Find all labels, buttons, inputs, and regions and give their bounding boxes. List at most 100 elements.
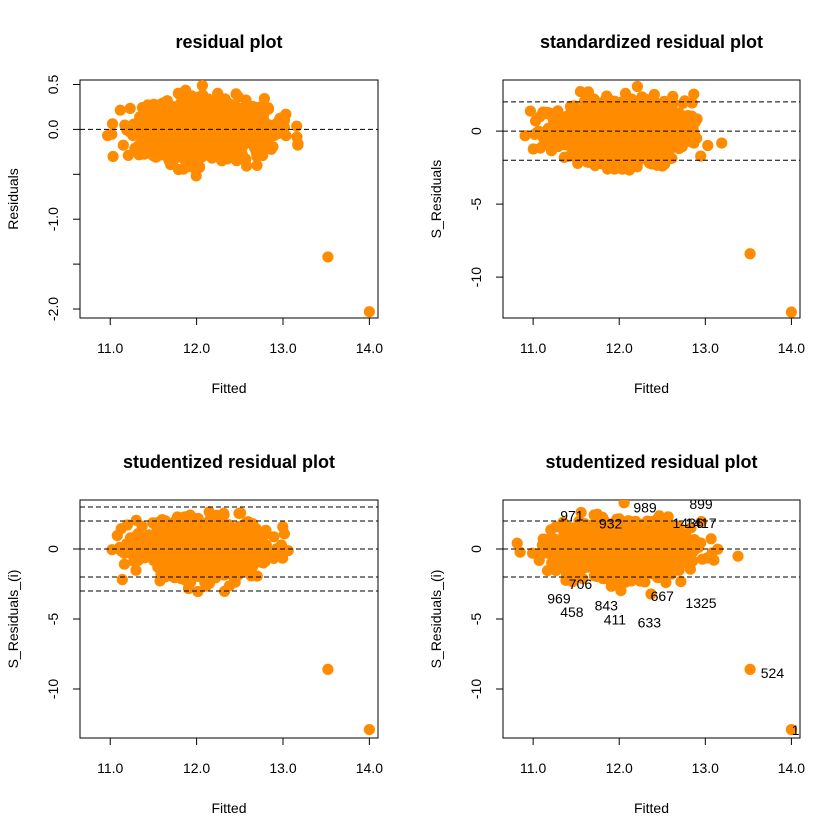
data-point (118, 558, 130, 570)
data-point (197, 523, 209, 535)
data-point (124, 102, 136, 114)
data-point (122, 149, 134, 161)
data-point (246, 128, 258, 140)
data-point (657, 144, 669, 156)
data-point (116, 574, 128, 586)
data-point (192, 139, 204, 151)
data-point (588, 93, 600, 105)
x-tick-label: 11.0 (520, 760, 546, 776)
data-point (239, 524, 251, 536)
data-point (662, 109, 674, 121)
y-tick-label: -10 (468, 679, 484, 699)
data-point (578, 95, 591, 107)
data-point (572, 157, 584, 169)
data-point (140, 540, 152, 552)
data-point (558, 139, 570, 151)
data-point (677, 97, 689, 109)
x-tick-label: 13.0 (269, 340, 296, 356)
data-point (251, 159, 263, 171)
y-tick-label: -10 (468, 267, 484, 287)
data-points (106, 506, 375, 736)
data-point (216, 557, 229, 569)
data-point (732, 550, 744, 562)
data-point (596, 158, 609, 170)
y-tick-label: 0.0 (45, 119, 61, 139)
data-point (292, 138, 304, 150)
data-point (705, 533, 717, 545)
chart-title: standardized residual plot (540, 32, 763, 52)
data-point (687, 136, 700, 149)
y-tick-label: -10 (45, 679, 61, 699)
data-point (185, 126, 197, 138)
data-point (613, 133, 625, 145)
data-point (114, 104, 126, 116)
outlier-point (744, 248, 756, 260)
data-point (652, 108, 664, 120)
y-tick-label: 0.5 (45, 75, 61, 95)
x-tick-label: 14.0 (778, 760, 805, 776)
outlier-point (322, 663, 334, 676)
x-tick-label: 13.0 (269, 760, 296, 776)
data-point (250, 142, 262, 155)
x-tick-label: 12.0 (183, 760, 210, 776)
data-point (189, 153, 201, 165)
data-point (542, 106, 554, 118)
x-tick-label: 11.0 (97, 340, 123, 356)
data-point (248, 110, 260, 122)
data-point (619, 87, 632, 99)
data-point (193, 91, 205, 103)
data-point (608, 123, 620, 135)
chart-title: studentized residual plot (123, 452, 335, 472)
data-point (170, 105, 182, 117)
data-point (218, 122, 230, 134)
data-point (230, 88, 242, 100)
data-point (176, 561, 189, 573)
data-point (603, 110, 615, 122)
data-point (648, 118, 660, 130)
data-point (223, 544, 236, 556)
data-point (236, 142, 248, 154)
data-point (277, 521, 289, 533)
data-point (106, 118, 119, 130)
y-axis-label: S_Residuals (428, 160, 444, 239)
x-tick-label: 14.0 (778, 340, 805, 356)
data-point (558, 151, 570, 163)
data-point (639, 576, 651, 588)
y-tick-label: -5 (468, 613, 484, 626)
data-point (218, 139, 230, 152)
data-point (688, 88, 700, 100)
data-point (524, 105, 537, 117)
data-point (128, 555, 140, 567)
data-point (192, 585, 204, 598)
data-point (215, 514, 228, 526)
plot-frame (502, 79, 801, 319)
chart-title: studentized residual plot (545, 452, 757, 472)
data-point (185, 532, 197, 544)
x-tick-label: 13.0 (692, 340, 719, 356)
data-point (618, 500, 630, 509)
y-tick-label: 0 (468, 545, 484, 553)
outlier-point (322, 251, 334, 263)
data-point (107, 150, 119, 163)
data-point (673, 108, 685, 120)
data-point (162, 521, 174, 533)
x-tick-label: 13.0 (692, 760, 719, 776)
data-point (193, 560, 205, 572)
data-point (269, 549, 282, 562)
data-point (152, 125, 164, 137)
data-point (130, 514, 142, 526)
data-point (118, 547, 130, 559)
outlier-point (363, 306, 375, 318)
data-point (275, 539, 287, 551)
data-point (230, 524, 242, 536)
data-point (210, 133, 222, 145)
data-point (115, 523, 127, 535)
data-point (241, 160, 253, 172)
data-point (633, 126, 645, 138)
data-point (147, 150, 159, 162)
data-point (643, 133, 655, 145)
data-point (527, 547, 539, 559)
